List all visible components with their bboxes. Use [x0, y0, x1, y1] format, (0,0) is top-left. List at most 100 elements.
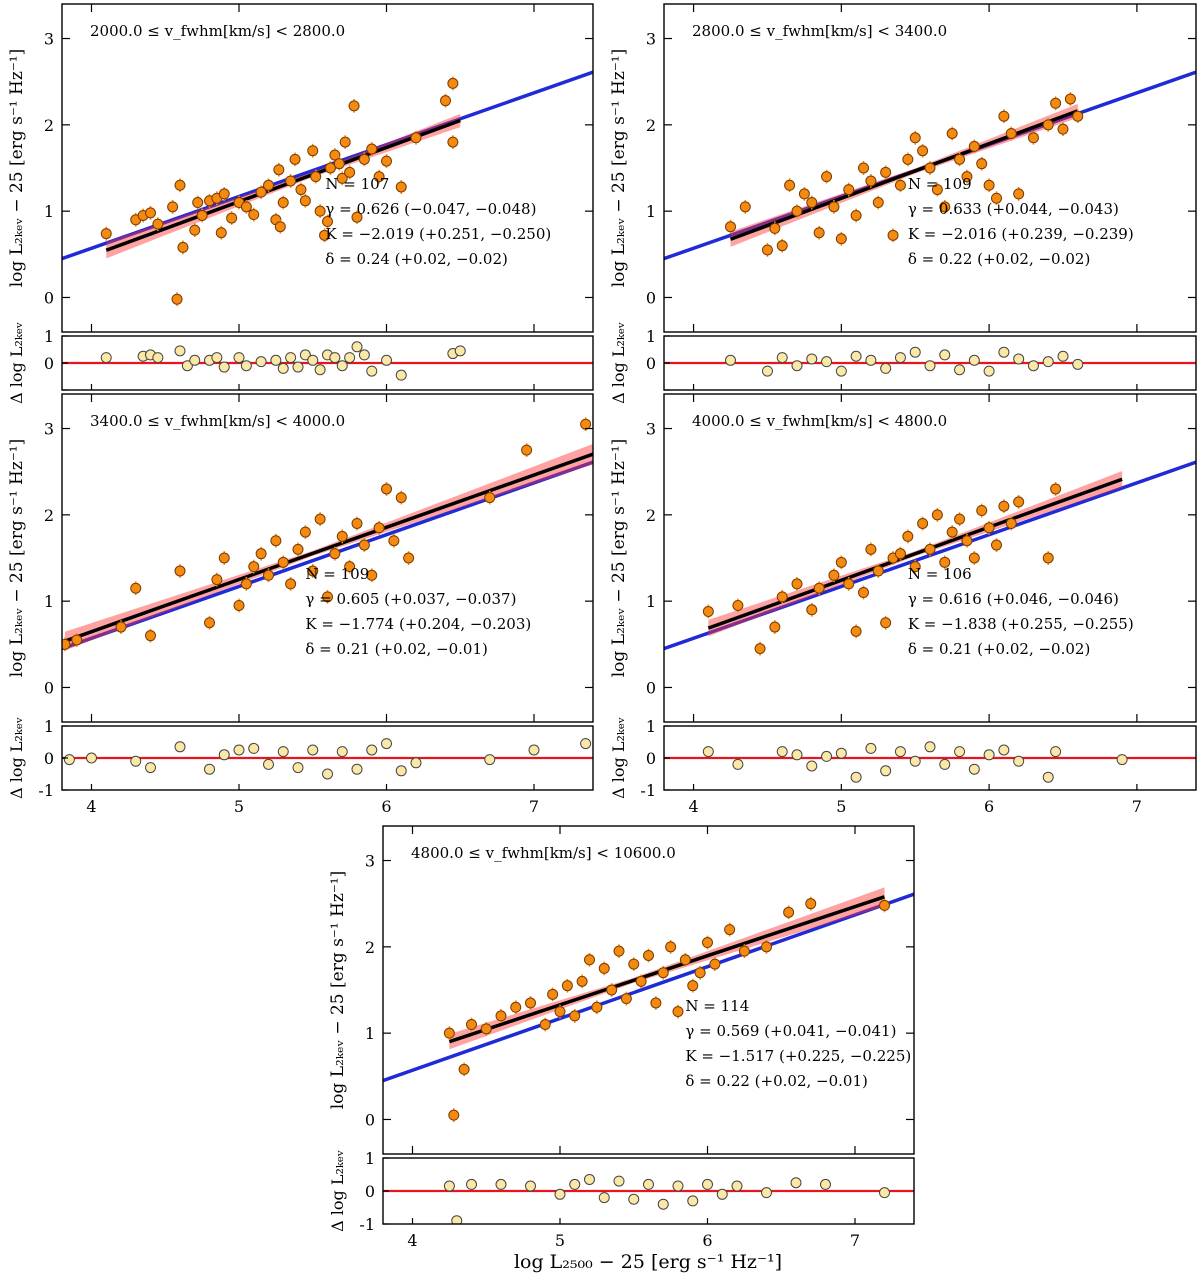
resid-point: [939, 758, 951, 770]
x-tick-label: 7: [1132, 797, 1142, 816]
data-point: [248, 209, 260, 221]
data-point: [373, 522, 385, 534]
data-point: [798, 188, 810, 200]
resid-point: [894, 746, 906, 758]
data-point: [263, 569, 274, 581]
x-tick-label: 7: [529, 797, 539, 816]
data-point: [776, 240, 788, 252]
data-point: [931, 184, 943, 196]
resid-point: [366, 744, 378, 756]
data-point: [289, 153, 301, 165]
data-point: [672, 1006, 684, 1018]
data-point: [739, 201, 751, 213]
data-point: [351, 211, 363, 223]
resid-point: [1013, 755, 1025, 767]
resid-point: [277, 746, 289, 758]
data-point: [339, 136, 351, 148]
data-point: [351, 517, 363, 529]
data-point: [613, 945, 625, 957]
resid-point: [270, 354, 282, 366]
y-tick-label: 2: [44, 116, 54, 135]
main-panel-frame: [61, 393, 594, 723]
resid-plot-area: [664, 741, 1196, 783]
resid-point: [580, 738, 592, 750]
data-point: [643, 949, 654, 961]
resid-point: [909, 346, 921, 358]
resid-point: [584, 1173, 595, 1185]
resid-y-tick-label: 1: [365, 1149, 375, 1168]
data-point: [1013, 188, 1025, 200]
y-tick-label: 3: [646, 420, 656, 439]
data-point: [381, 155, 392, 167]
resid-point: [613, 1175, 625, 1187]
resid-point: [554, 1188, 566, 1200]
data-point: [274, 221, 286, 233]
resid-point: [233, 744, 245, 756]
data-point: [791, 205, 803, 217]
data-point: [177, 241, 189, 253]
data-point: [295, 184, 307, 196]
resid-point: [495, 1178, 507, 1190]
y-tick-label: 1: [44, 592, 54, 611]
data-point: [1050, 97, 1062, 109]
data-point: [310, 171, 322, 183]
resid-point: [835, 747, 847, 759]
y-axis-label: log L₂ₖₑᵥ − 25 [erg s⁻¹ Hz⁻¹]: [609, 439, 629, 678]
resid-y-tick-label: 0: [44, 354, 54, 373]
data-point: [828, 569, 840, 581]
resid-point: [954, 364, 966, 376]
resid-point: [344, 352, 356, 364]
resid-point: [924, 741, 936, 753]
resid-point: [1057, 350, 1069, 362]
resid-point: [314, 364, 326, 376]
panel-2: 2800.0 ≤ v_fwhm[km/s] < 3400.0 N = 109 γ =…: [609, 3, 1197, 404]
resid-point: [307, 744, 319, 756]
data-point: [961, 171, 973, 183]
data-point: [319, 229, 331, 241]
panel-3: 3400.0 ≤ v_fwhm[km/s] < 4000.0 N = 109 γ =…: [7, 393, 594, 816]
data-point: [805, 898, 817, 910]
data-point: [983, 522, 995, 534]
data-point: [991, 539, 1002, 551]
data-point: [902, 530, 914, 542]
data-point: [292, 543, 304, 555]
fit-line: [105, 118, 461, 252]
data-point: [336, 530, 348, 542]
resid-point: [1042, 771, 1054, 783]
x-tick-label: 5: [234, 797, 244, 816]
resid-point: [879, 1187, 890, 1199]
data-point: [263, 179, 274, 191]
data-point: [998, 500, 1010, 512]
data-point: [447, 77, 459, 89]
data-point: [998, 110, 1010, 122]
resid-point: [100, 352, 112, 364]
data-point: [233, 599, 245, 611]
data-point: [171, 293, 183, 305]
resid-point: [954, 746, 966, 758]
y-tick-label: 0: [646, 288, 656, 307]
fit-stat: γ = 0.569 (+0.041, −0.041): [685, 1022, 896, 1040]
fit-stat: γ = 0.633 (+0.044, −0.043): [908, 200, 1119, 218]
data-point: [270, 535, 282, 547]
resid-point: [277, 362, 289, 374]
data-point: [358, 153, 370, 165]
data-point: [447, 136, 459, 148]
fit-line: [729, 109, 1079, 241]
resid-point: [643, 1178, 654, 1190]
resid-point: [1042, 356, 1054, 368]
data-point: [388, 535, 400, 547]
data-point: [939, 201, 951, 213]
data-point: [277, 197, 289, 209]
resid-point: [850, 771, 862, 783]
data-point: [858, 587, 869, 599]
y-tick-label: 2: [646, 116, 656, 135]
data-point: [307, 145, 319, 157]
data-point: [322, 216, 333, 228]
resid-point: [835, 365, 847, 377]
data-point: [843, 184, 855, 196]
data-point: [495, 1010, 507, 1022]
data-point: [71, 634, 83, 646]
main-panel-frame: [61, 3, 594, 333]
data-point: [192, 197, 204, 209]
resid-point: [381, 354, 392, 366]
